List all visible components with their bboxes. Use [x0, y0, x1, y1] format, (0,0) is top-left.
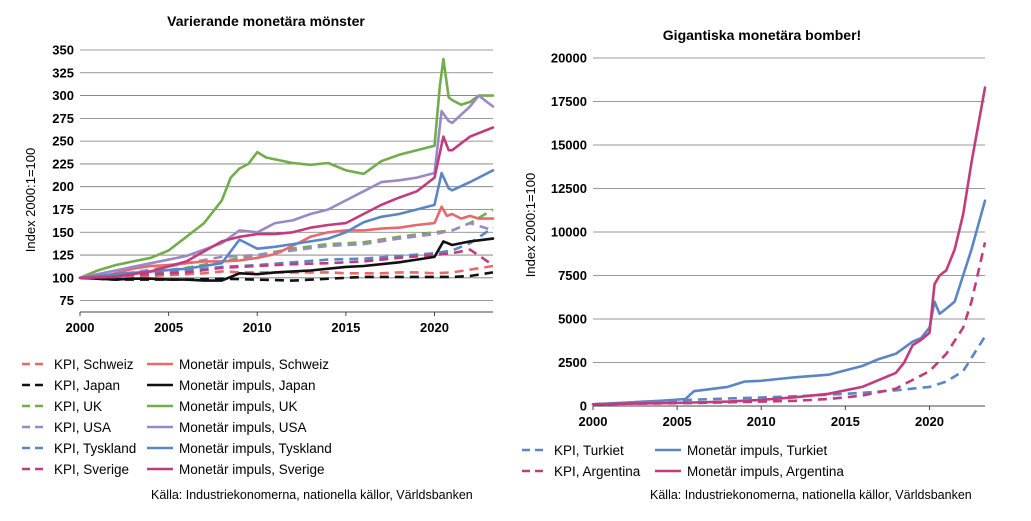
series-line [592, 242, 987, 406]
y-tick-label: 125 [52, 248, 74, 263]
y-tick-label: 175 [52, 202, 74, 217]
legend-label: Monetär impuls, Schweiz [179, 357, 329, 372]
y-tick-label: 225 [52, 156, 74, 171]
legend-label: Monetär impuls, Turkiet [687, 443, 828, 458]
y-tick-label: 350 [52, 43, 74, 58]
series-line [78, 57, 495, 280]
x-tick-label: 2000 [66, 320, 95, 335]
legend-label: Monetär impuls, UK [179, 399, 298, 414]
chart-right: Gigantiska monetära bomber! Index 2000:1… [522, 27, 987, 502]
x-tick-label: 2005 [663, 414, 692, 429]
chart-title: Gigantiska monetära bomber! [663, 27, 861, 43]
source-note: Källa: Industriekonomerna, nationella kä… [151, 488, 473, 502]
y-tick-label: 200 [52, 179, 74, 194]
y-tick-label: 7500 [558, 268, 587, 283]
y-tick-label: 20000 [551, 51, 587, 66]
legend-label: KPI, Japan [54, 378, 120, 393]
source-note: Källa: Industriekonomerna, nationella kä… [650, 488, 972, 502]
series-line [80, 264, 494, 280]
x-tick-label: 2005 [154, 320, 183, 335]
legend: KPI, Turkiet Monetär impuls, Turkiet KPI, … [522, 443, 844, 479]
y-tick-label: 150 [52, 225, 74, 240]
chart-left: Varierande monetära mönster Index 2000:1… [22, 13, 495, 502]
plot-area: 0 2500 5000 7500 10000 12500 15000 17500 20000 20… [551, 51, 987, 429]
legend-label: Monetär impuls, Sverige [179, 462, 325, 477]
legend-label: KPI, Argentina [554, 464, 641, 479]
series-line [78, 126, 495, 280]
y-tick-label: 75 [60, 293, 74, 308]
series-line [79, 248, 494, 280]
x-tick-label: 2015 [831, 414, 860, 429]
x-tick-label: 2010 [243, 320, 272, 335]
legend-label: Monetär impuls, Argentina [687, 464, 844, 479]
legend-label: KPI, Sverige [54, 462, 129, 477]
y-tick-label: 0 [580, 399, 587, 414]
y-tick-label: 10000 [551, 225, 587, 240]
x-tick-label: 2020 [420, 320, 449, 335]
legend-label: KPI, Tyskland [54, 441, 136, 456]
y-tick-label: 2500 [558, 355, 587, 370]
series-line [78, 205, 495, 280]
legend-label: KPI, Turkiet [554, 443, 624, 458]
series-line [78, 169, 495, 280]
legend-label: Monetär impuls, USA [179, 420, 307, 435]
y-tick-label: 250 [52, 134, 74, 149]
y-tick-label: 275 [52, 111, 74, 126]
legend-label: Monetär impuls, Japan [179, 378, 316, 393]
legend-label: Monetär impuls, Tyskland [179, 441, 332, 456]
legend-label: KPI, UK [54, 399, 102, 414]
series-line [592, 335, 987, 406]
x-tick-label: 2010 [747, 414, 776, 429]
series-line [78, 237, 495, 282]
chart-title: Varierande monetära mönster [167, 13, 365, 29]
x-tick-label: 2020 [915, 414, 944, 429]
y-tick-label: 300 [52, 88, 74, 103]
series-line [591, 86, 987, 406]
plot-area: 75 100 125 150 175 200 225 250 275 300 325 350 2000 2… [52, 43, 495, 335]
x-tick-label: 2015 [331, 320, 360, 335]
series-line [591, 199, 987, 406]
x-tick-label: 2000 [579, 414, 608, 429]
series-line [79, 221, 494, 280]
y-axis-label: Index 2000:1=100 [23, 148, 38, 252]
legend: KPI, Schweiz Monetär impuls, Schweiz KPI, … [22, 357, 332, 477]
y-tick-label: 12500 [551, 181, 587, 196]
y-tick-label: 325 [52, 65, 74, 80]
y-axis-label: Index 2000:1=100 [523, 173, 538, 277]
legend-label: KPI, USA [54, 420, 111, 435]
y-tick-label: 100 [52, 270, 74, 285]
legend-label: KPI, Schweiz [54, 357, 134, 372]
y-tick-label: 17500 [551, 94, 587, 109]
y-tick-label: 15000 [551, 138, 587, 153]
y-tick-label: 5000 [558, 312, 587, 327]
